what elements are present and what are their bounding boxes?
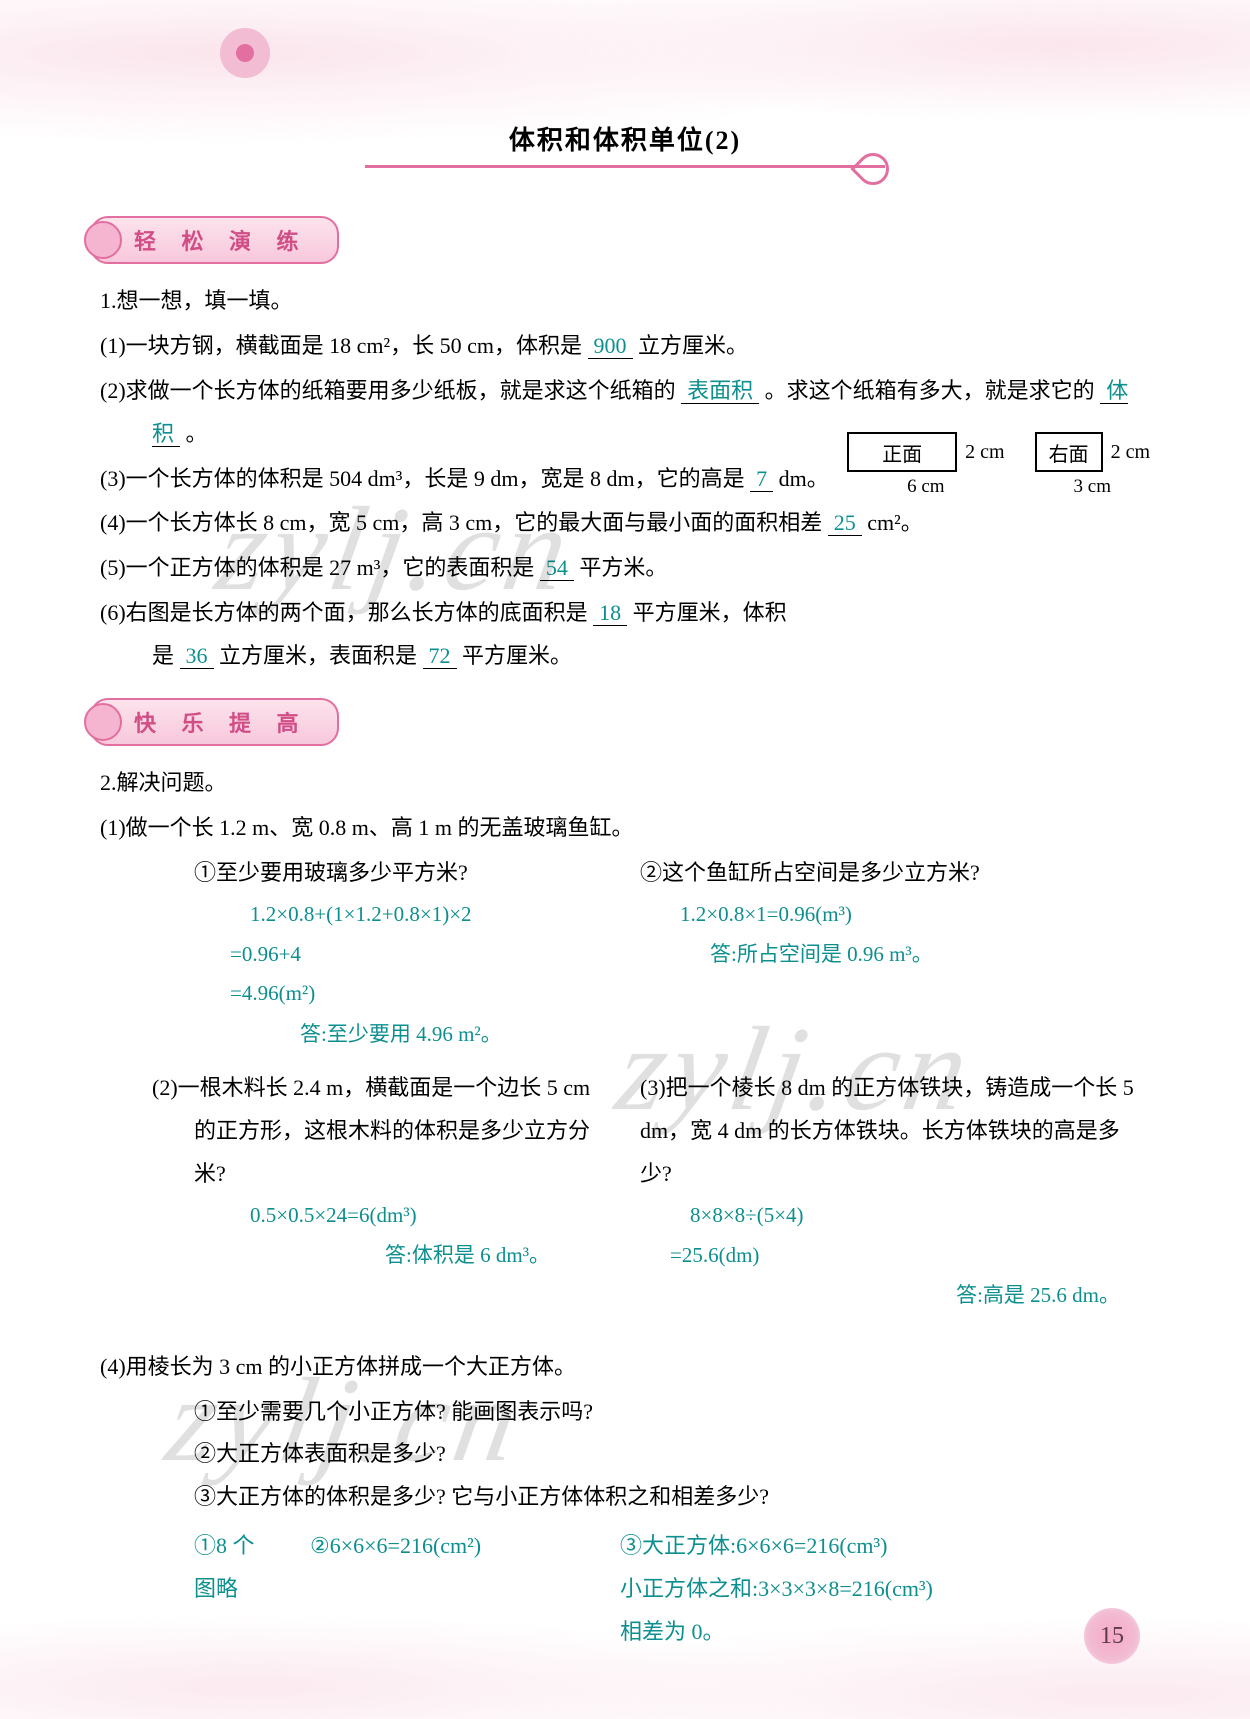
q1-5: (5)一个正方体的体积是 27 m³，它的表面积是 54 平方米。: [100, 547, 1150, 590]
q1-2-text-a: (2)求做一个长方体的纸箱要用多少纸板，就是求这个纸箱的: [100, 378, 676, 403]
figure-front-rect: 正面: [847, 432, 957, 472]
q1-5-text-b: 平方米。: [579, 555, 667, 580]
q2-4-answer-3b: 小正方体之和:3×3×3×8=216(cm³): [620, 1568, 1150, 1611]
figure-front-width: 6 cm: [907, 476, 944, 498]
q2-4: (4)用棱长为 3 cm 的小正方体拼成一个大正方体。: [100, 1346, 1150, 1389]
q2-1-1-answer: 答:至少要用 4.96 m²。: [100, 1014, 610, 1055]
title-underline-icon: [365, 165, 885, 168]
q1-3-text-a: (3)一个长方体的体积是 504 dm³，长是 9 dm，宽是 8 dm，它的高…: [100, 466, 745, 491]
q2-1: (1)做一个长 1.2 m、宽 0.8 m、高 1 m 的无盖玻璃鱼缸。: [100, 807, 1150, 850]
q2-4-answers: ①8 个 图略 ②6×6×6=216(cm²) ③大正方体:6×6×6=216(…: [100, 1525, 1150, 1654]
q2-4-ans-col3: ③大正方体:6×6×6=216(cm³) 小正方体之和:3×3×3×8=216(…: [620, 1525, 1150, 1654]
q2-3-line1: 8×8×8÷(5×4): [640, 1196, 1150, 1236]
figure-side-height: 2 cm: [1111, 441, 1150, 464]
q2-4-3: ③大正方体的体积是多少? 它与小正方体体积之和相差多少?: [100, 1476, 1150, 1519]
title-block: 体积和体积单位(2): [100, 120, 1150, 168]
q1-2-answer-1: 表面积: [681, 378, 759, 404]
q1-6-answer-1: 18: [593, 600, 627, 626]
q1-6-answer-3: 72: [423, 643, 457, 669]
q2-1-2: ②这个鱼缸所占空间是多少立方米?: [640, 852, 1150, 895]
q2-2-line1: 0.5×0.5×24=6(dm³): [100, 1196, 610, 1236]
q2-2-3-columns: (2)一根木料长 2.4 m，横截面是一个边长 5 cm 的正方形，这根木料的体…: [100, 1067, 1150, 1315]
q1-1-text-a: (1)一块方钢，横截面是 18 cm²，长 50 cm，体积是: [100, 333, 582, 358]
section-badge-advance: 快 乐 提 高: [90, 698, 339, 746]
q2-4-answer-1b: 图略: [194, 1568, 280, 1611]
q1-4-answer: 25: [828, 510, 862, 536]
q2-1-col-left: ①至少要用玻璃多少平方米? 1.2×0.8+(1×1.2+0.8×1)×2 =0…: [100, 852, 610, 1056]
q1-4-text-b: cm²。: [867, 510, 922, 535]
q2-4-answer-2: ②6×6×6=216(cm²): [310, 1525, 590, 1568]
q2-1-1: ①至少要用玻璃多少平方米?: [100, 852, 610, 895]
q2-4-answer-3c: 相差为 0。: [620, 1611, 1150, 1654]
q1-2-text-b: 。求这个纸箱有多大，就是求它的: [765, 378, 1095, 403]
q1-5-answer: 54: [540, 555, 574, 581]
q2-4-2: ②大正方体表面积是多少?: [100, 1433, 1150, 1476]
q1-stem: 1.想一想，填一填。: [100, 280, 1150, 323]
q2-1-2-answer: 答:所占空间是 0.96 m³。: [640, 935, 1150, 975]
q1-3-answer: 7: [750, 466, 773, 492]
q1-6-text-d: 平方厘米。: [462, 643, 572, 668]
q2-4-answer-1a: ①8 个: [194, 1525, 280, 1568]
page-title: 体积和体积单位(2): [100, 120, 1150, 157]
q1-3-text-b: dm。: [779, 466, 829, 491]
q1-2-text-c: 。: [186, 421, 208, 446]
figure-side-width: 3 cm: [1074, 476, 1111, 498]
figure-q1-6: 正面 2 cm 6 cm 右面 2 cm 3 cm: [847, 432, 1150, 498]
q2-4-ans-col1: ①8 个 图略: [100, 1525, 280, 1654]
figure-side-face: 右面 2 cm 3 cm: [1035, 432, 1150, 498]
q2-2-text: (2)一根木料长 2.4 m，横截面是一个边长 5 cm 的正方形，这根木料的体…: [100, 1067, 610, 1196]
q2-1-1-line2: =0.96+4: [100, 935, 610, 975]
q2-1-1-line1: 1.2×0.8+(1×1.2+0.8×1)×2: [100, 895, 610, 935]
page-content: 体积和体积单位(2) 轻 松 演 练 1.想一想，填一填。 (1)一块方钢，横截…: [0, 0, 1250, 1719]
page-number-badge: 15: [1084, 1608, 1140, 1664]
section-badge-practice: 轻 松 演 练: [90, 216, 339, 264]
q2-4-answer-3a: ③大正方体:6×6×6=216(cm³): [620, 1525, 1150, 1568]
q2-3-line2: =25.6(dm): [640, 1236, 1150, 1276]
figure-front-face: 正面 2 cm 6 cm: [847, 432, 1004, 498]
q1-6-text-a: (6)右图是长方体的两个面，那么长方体的底面积是: [100, 600, 588, 625]
figure-side-rect: 右面: [1035, 432, 1103, 472]
q1-5-text-a: (5)一个正方体的体积是 27 m³，它的表面积是: [100, 555, 534, 580]
q2-1-columns: ①至少要用玻璃多少平方米? 1.2×0.8+(1×1.2+0.8×1)×2 =0…: [100, 852, 1150, 1056]
q2-3-text: (3)把一个棱长 8 dm 的正方体铁块，铸造成一个长 5 dm，宽 4 dm …: [640, 1067, 1150, 1196]
q2-3: (3)把一个棱长 8 dm 的正方体铁块，铸造成一个长 5 dm，宽 4 dm …: [640, 1067, 1150, 1315]
q1-6: (6)右图是长方体的两个面，那么长方体的底面积是 18 平方厘米，体积是 36 …: [100, 592, 1150, 678]
q1-6-answer-2: 36: [180, 643, 214, 669]
figure-front-height: 2 cm: [965, 441, 1004, 464]
q2-2: (2)一根木料长 2.4 m，横截面是一个边长 5 cm 的正方形，这根木料的体…: [100, 1067, 610, 1315]
q1-4: (4)一个长方体长 8 cm，宽 5 cm，高 3 cm，它的最大面与最小面的面…: [100, 502, 1150, 545]
q2-1-1-line3: =4.96(m²): [100, 974, 610, 1014]
q2-4-ans-col2: ②6×6×6=216(cm²): [310, 1525, 590, 1654]
q2-2-answer: 答:体积是 6 dm³。: [100, 1236, 610, 1276]
q2-3-answer: 答:高是 25.6 dm。: [640, 1276, 1150, 1316]
question-2: 2.解决问题。 (1)做一个长 1.2 m、宽 0.8 m、高 1 m 的无盖玻…: [100, 762, 1150, 1654]
q1-1: (1)一块方钢，横截面是 18 cm²，长 50 cm，体积是 900 立方厘米…: [100, 325, 1150, 368]
q2-1-2-line1: 1.2×0.8×1=0.96(m³): [640, 895, 1150, 935]
q2-stem: 2.解决问题。: [100, 762, 1150, 805]
q2-4-1: ①至少需要几个小正方体? 能画图表示吗?: [100, 1391, 1150, 1434]
q1-1-text-b: 立方厘米。: [638, 333, 748, 358]
q1-6-text-c: 立方厘米，表面积是: [219, 643, 417, 668]
q1-4-text-a: (4)一个长方体长 8 cm，宽 5 cm，高 3 cm，它的最大面与最小面的面…: [100, 510, 822, 535]
q2-1-col-right: ②这个鱼缸所占空间是多少立方米? 1.2×0.8×1=0.96(m³) 答:所占…: [640, 852, 1150, 1056]
q1-1-answer: 900: [588, 333, 633, 359]
page-number: 15: [1100, 1623, 1124, 1650]
